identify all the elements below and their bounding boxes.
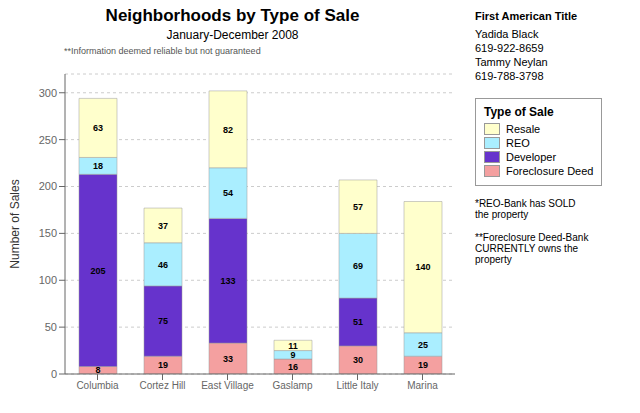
svg-text:30: 30 — [353, 355, 363, 365]
svg-text:69: 69 — [353, 261, 363, 271]
svg-text:37: 37 — [158, 221, 168, 231]
html-text:January-December 2008: January-December 2008 — [166, 28, 299, 42]
svg-text:150: 150 — [39, 227, 57, 239]
svg-text:11: 11 — [288, 341, 298, 351]
svg-text:75: 75 — [158, 316, 168, 326]
svg-text:0: 0 — [51, 368, 57, 380]
svg-text:200: 200 — [39, 180, 57, 192]
svg-text:33: 33 — [223, 354, 233, 364]
svg-text:54: 54 — [223, 188, 233, 198]
svg-text:East Village: East Village — [201, 380, 254, 391]
html-text:Neighborhoods by Type of Sale: Neighborhoods by Type of Sale — [105, 6, 360, 25]
html-text:Resale: Resale — [506, 123, 541, 135]
html-text:*REO-Bank has SOLD the propert: *REO-Bank has SOLD the property — [475, 198, 576, 220]
html-text:Developer: Developer — [506, 151, 557, 163]
svg-text:57: 57 — [353, 202, 363, 212]
svg-text:50: 50 — [45, 321, 57, 333]
svg-text:63: 63 — [93, 123, 103, 133]
html-text:**Information deemed reliable: **Information deemed reliable but not gu… — [64, 46, 261, 56]
svg-text:300: 300 — [39, 87, 57, 99]
html-text:Tammy Neylan: Tammy Neylan — [475, 56, 548, 68]
svg-text:Columbia: Columbia — [76, 380, 119, 391]
html-text:Foreclosure Deed: Foreclosure Deed — [506, 165, 594, 177]
svg-text:Cortez Hill: Cortez Hill — [139, 380, 185, 391]
svg-text:19: 19 — [158, 360, 168, 370]
svg-text:205: 205 — [90, 266, 105, 276]
svg-text:46: 46 — [158, 260, 168, 270]
svg-text:Marina: Marina — [407, 380, 438, 391]
html-text:REO: REO — [506, 137, 530, 149]
svg-text:Number of Sales: Number of Sales — [8, 179, 22, 268]
svg-text:140: 140 — [415, 262, 430, 272]
svg-text:Gaslamp: Gaslamp — [272, 380, 312, 391]
svg-text:250: 250 — [39, 134, 57, 146]
html-text:619-788-3798: 619-788-3798 — [475, 70, 544, 82]
svg-text:8: 8 — [95, 365, 100, 375]
html-text:619-922-8659: 619-922-8659 — [475, 42, 544, 54]
svg-text:100: 100 — [39, 274, 57, 286]
svg-text:18: 18 — [93, 161, 103, 171]
svg-text:51: 51 — [353, 317, 363, 327]
svg-text:Little Italy: Little Italy — [336, 380, 378, 391]
html-text:**Foreclosure Deed-Bank CURREN: **Foreclosure Deed-Bank CURRENTLY owns t… — [475, 232, 589, 265]
svg-text:82: 82 — [223, 125, 233, 135]
html-text:First American Title: First American Title — [475, 10, 578, 22]
svg-text:25: 25 — [418, 340, 428, 350]
svg-text:19: 19 — [418, 360, 428, 370]
svg-text:133: 133 — [220, 276, 235, 286]
html-text:Type of Sale: Type of Sale — [484, 105, 554, 119]
svg-text:16: 16 — [288, 362, 298, 372]
html-text:Yadida Black: Yadida Black — [475, 28, 539, 40]
svg-text:9: 9 — [290, 350, 295, 360]
